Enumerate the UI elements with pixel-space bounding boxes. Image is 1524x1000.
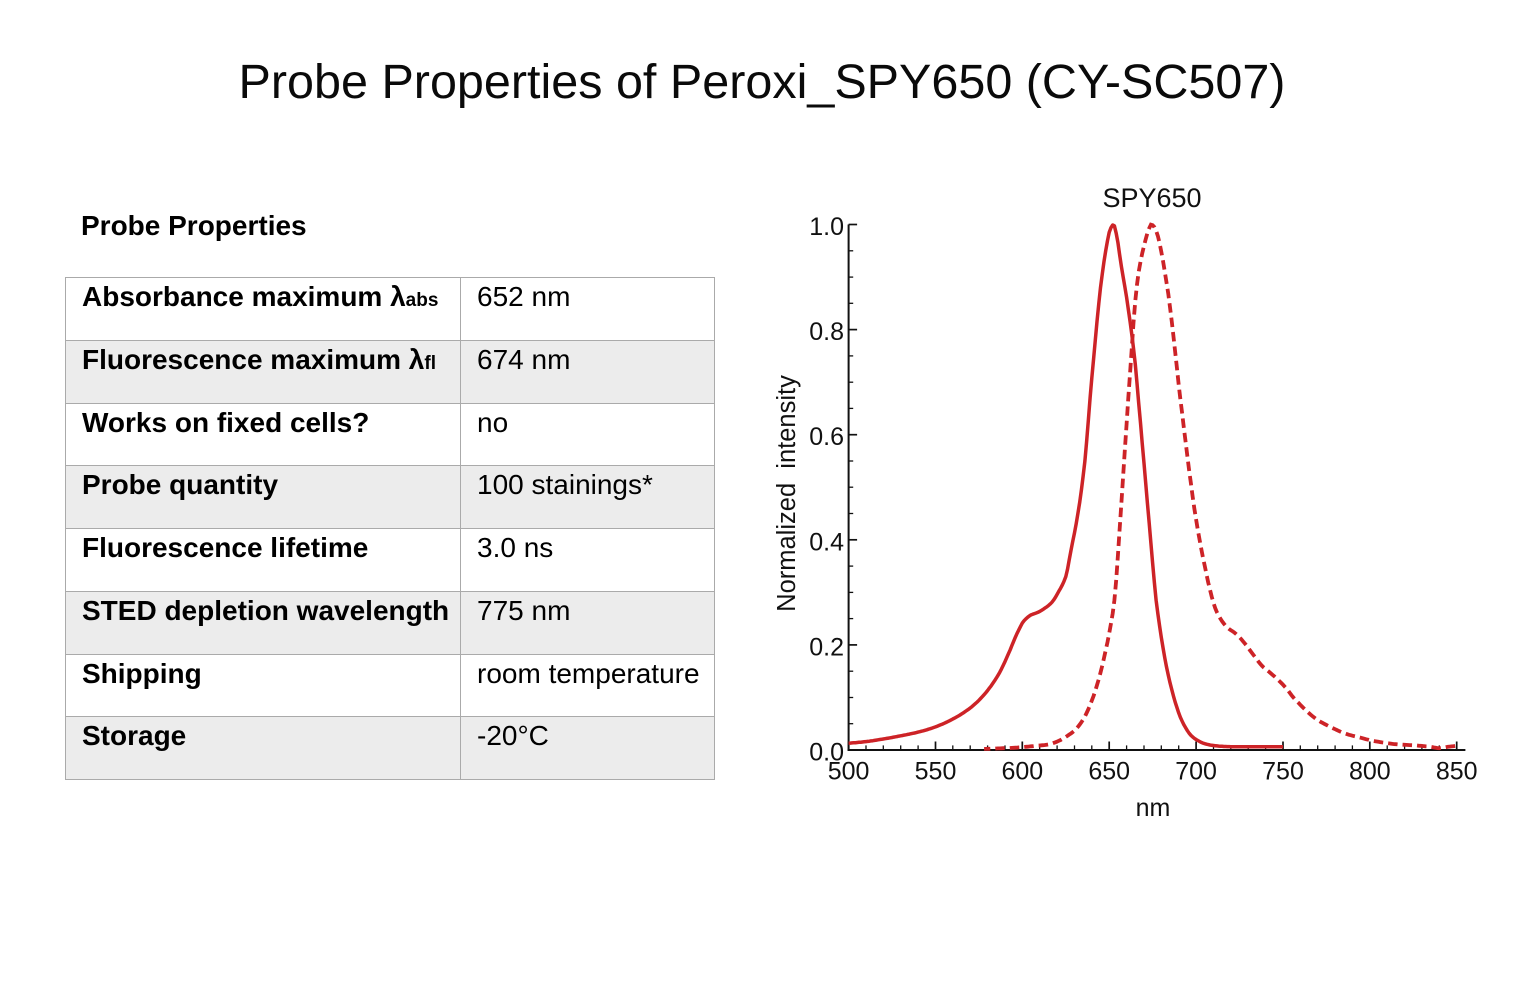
svg-text:SPY650: SPY650 bbox=[1102, 183, 1201, 213]
svg-text:700: 700 bbox=[1175, 758, 1217, 786]
svg-text:1.0: 1.0 bbox=[809, 213, 844, 241]
svg-text:550: 550 bbox=[915, 758, 957, 786]
svg-text:nm: nm bbox=[1136, 794, 1171, 822]
svg-text:750: 750 bbox=[1262, 758, 1304, 786]
svg-text:0.6: 0.6 bbox=[809, 423, 844, 451]
svg-text:0.0: 0.0 bbox=[809, 739, 844, 767]
svg-text:600: 600 bbox=[1001, 758, 1043, 786]
svg-text:800: 800 bbox=[1349, 758, 1391, 786]
svg-text:0.8: 0.8 bbox=[809, 318, 844, 346]
svg-text:0.2: 0.2 bbox=[809, 633, 844, 661]
svg-text:0.4: 0.4 bbox=[809, 528, 844, 556]
svg-text:850: 850 bbox=[1436, 758, 1478, 786]
svg-text:500: 500 bbox=[828, 758, 870, 786]
svg-text:Normalized intensity: Normalized intensity bbox=[773, 375, 801, 612]
svg-text:650: 650 bbox=[1088, 758, 1130, 786]
